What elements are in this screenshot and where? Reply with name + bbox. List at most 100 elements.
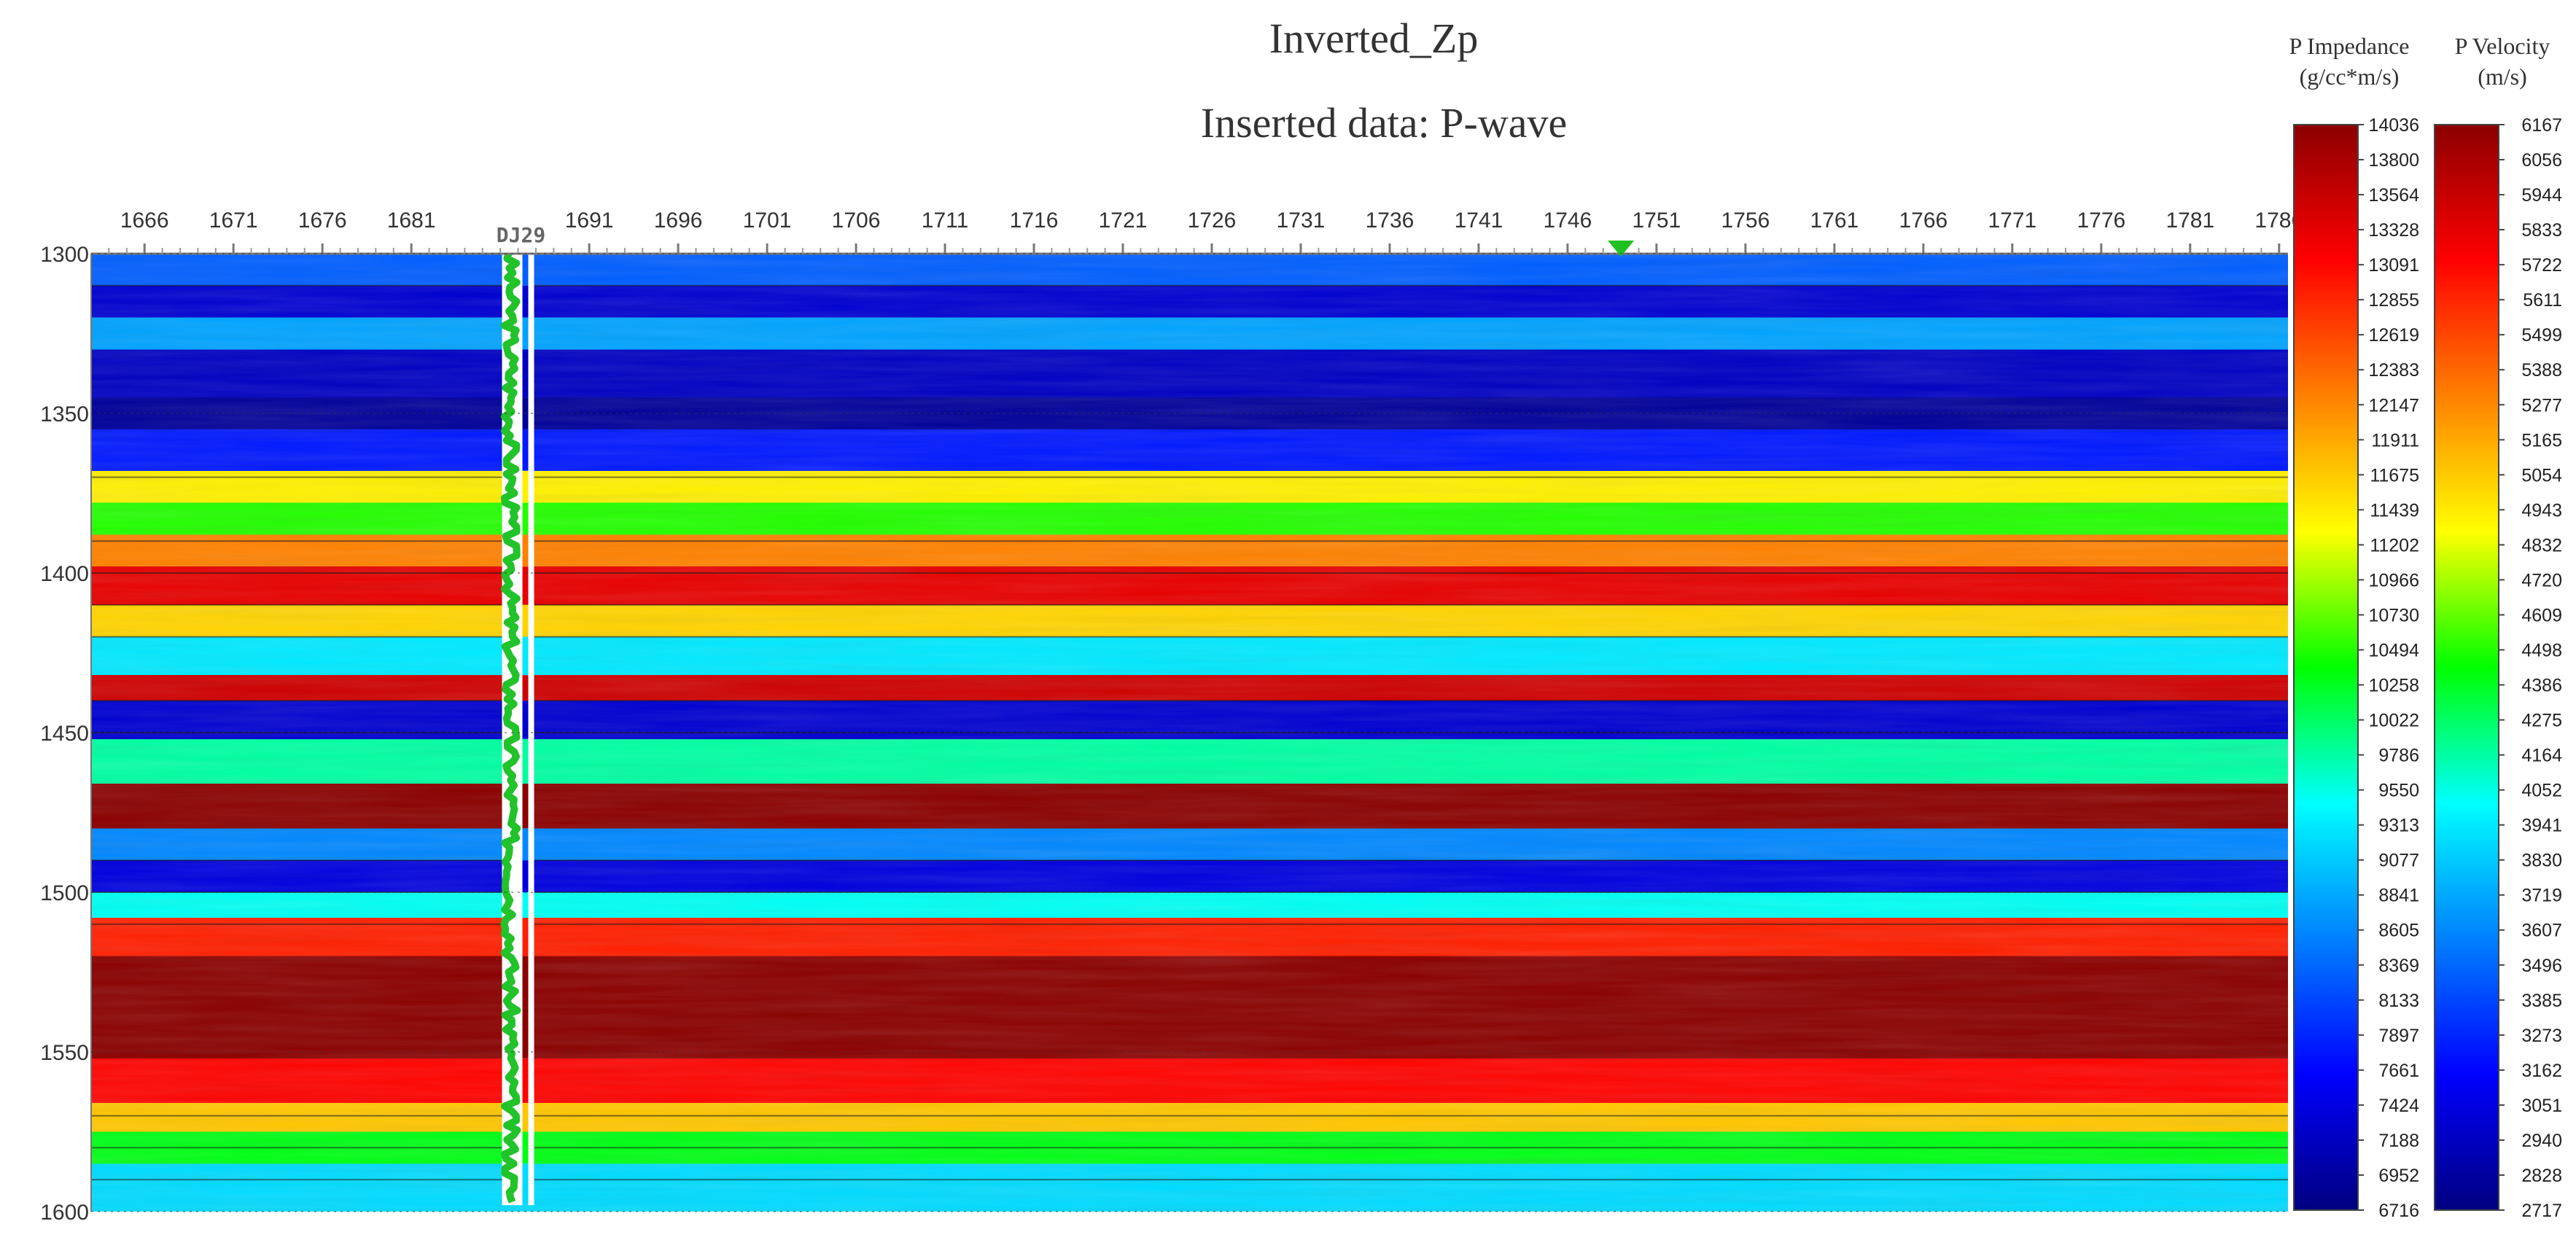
x-tick-label: 1671 <box>209 208 258 233</box>
y-tick-label: 1300 <box>40 243 89 267</box>
chart-subtitle: Inserted data: P-wave <box>1201 99 1567 147</box>
well-log-color-segment <box>522 1163 529 1206</box>
well-log-color-segment <box>522 892 529 919</box>
well-log-color-segment <box>522 604 529 637</box>
colorbar-label: 9550 <box>2378 781 2419 801</box>
colorbar-label: 12855 <box>2368 290 2419 311</box>
colorbar-label: 9313 <box>2378 816 2419 836</box>
well-log-color-segment <box>522 738 529 784</box>
x-tick-label: 1721 <box>1099 208 1148 233</box>
colorbar-label: 5611 <box>2523 290 2562 311</box>
colorbar-label: 8841 <box>2378 886 2419 906</box>
colorbar-label: 9077 <box>2378 851 2419 871</box>
colorbar-label: 4275 <box>2521 711 2562 731</box>
colorbar-ramp <box>2293 124 2359 1211</box>
colorbar-label: 14036 <box>2368 115 2419 136</box>
colorbar-label: 10022 <box>2368 711 2419 731</box>
colorbar-label: 5054 <box>2521 465 2562 485</box>
x-tick-label: 1696 <box>654 208 703 233</box>
y-tick-label: 1600 <box>40 1201 89 1225</box>
colorbar-label: 10730 <box>2368 605 2419 625</box>
x-tick-label: 1701 <box>743 208 792 233</box>
colorbar-label: 13800 <box>2368 150 2419 171</box>
colorbar-label: 12383 <box>2368 360 2419 381</box>
well-log-color-segment <box>522 317 529 350</box>
colorbar-label: 8133 <box>2378 991 2419 1011</box>
x-tick-label: 1726 <box>1188 208 1237 233</box>
well-log-color-segment <box>522 784 529 829</box>
well-log-color-segment <box>522 675 529 701</box>
well-log-color-segment <box>522 254 529 286</box>
x-tick-label: 1751 <box>1633 208 1681 233</box>
colorbar-label: 3941 <box>2521 816 2562 836</box>
horizon-lines <box>91 284 2288 1181</box>
colorbar-label: 10966 <box>2368 570 2419 590</box>
colorbar-label: 5833 <box>2521 220 2562 241</box>
colorbar-label: 10258 <box>2368 676 2419 696</box>
colorbar-label: 11675 <box>2370 465 2419 485</box>
x-tick-label: 1706 <box>832 208 881 233</box>
well-log-color-segment <box>522 956 529 1058</box>
well-log-color-segment <box>522 1131 529 1164</box>
x-tick-label: 1741 <box>1455 208 1503 233</box>
colorbar-label: 7897 <box>2378 1026 2419 1046</box>
x-tick-label: 1766 <box>1899 208 1947 233</box>
colorbar-title: P Impedance <box>2289 33 2410 59</box>
colorbar-label: 3607 <box>2521 921 2562 941</box>
colorbar-label: 3385 <box>2521 991 2562 1011</box>
colorbar-label: 6056 <box>2521 150 2562 171</box>
colorbar-label: 4832 <box>2521 535 2562 555</box>
x-tick-label: 1746 <box>1544 208 1592 233</box>
colorbar-label: 2717 <box>2521 1201 2562 1221</box>
colorbar-1: P Impedance (g/cc*m/s) 14036 13800 13564 1332… <box>2289 33 2420 1221</box>
y-axis: 1300 1350 1400 1450 1500 1550 1600 <box>40 243 2288 1225</box>
colorbar-label: 3496 <box>2521 956 2562 976</box>
colorbar-label: 4498 <box>2521 640 2562 660</box>
y-tick-label: 1500 <box>40 881 89 905</box>
well-log-color-segment <box>522 918 529 956</box>
colorbar-label: 3719 <box>2521 886 2562 906</box>
well-name-label: DJ29 <box>497 223 545 247</box>
colorbar-label: 4052 <box>2521 781 2562 801</box>
x-tick-label: 1776 <box>2077 208 2125 233</box>
x-tick-label: 1676 <box>298 208 347 233</box>
colorbar-label: 4164 <box>2521 746 2562 766</box>
well-log-color-segment <box>522 636 529 676</box>
colorbar-label: 5499 <box>2521 325 2562 346</box>
colorbar-label: 11911 <box>2371 430 2419 451</box>
x-axis: 1666 1671 1676 1681 1691 1696 1701 1706 1711 1716… <box>91 208 2303 257</box>
y-tick-label: 1350 <box>40 402 89 426</box>
colorbar-unit: (g/cc*m/s) <box>2300 63 2400 90</box>
well-log-color-segment <box>522 502 529 535</box>
x-tick-label: 1781 <box>2166 208 2214 233</box>
well-log-color-segment <box>522 349 529 398</box>
colorbar-label: 2940 <box>2521 1131 2562 1151</box>
colorbar-label: 13328 <box>2368 220 2419 241</box>
y-tick-label: 1450 <box>40 722 89 746</box>
colorbar-label: 3051 <box>2521 1096 2562 1116</box>
colorbar-label: 2828 <box>2521 1166 2562 1186</box>
well-log-color-segment <box>522 534 529 567</box>
colorbar-label: 4720 <box>2521 570 2562 590</box>
trace-marker-triangle <box>1608 241 1635 257</box>
colorbar-label: 3162 <box>2521 1061 2562 1081</box>
colorbar-label: 13564 <box>2368 185 2419 206</box>
well-log-color-segment <box>522 1058 529 1104</box>
colorbar-label: 5277 <box>2521 395 2562 416</box>
colorbar-label: 8605 <box>2378 921 2419 941</box>
x-tick-label: 1716 <box>1010 208 1059 233</box>
x-tick-label: 1691 <box>565 208 614 233</box>
colorbar-label: 5388 <box>2521 360 2562 381</box>
x-tick-label: 1666 <box>120 208 169 233</box>
colorbar-label: 5722 <box>2521 255 2562 276</box>
colorbars: P Impedance (g/cc*m/s) 14036 13800 13564 1332… <box>2289 33 2563 1221</box>
x-tick-label: 1756 <box>1721 208 1770 233</box>
plot-area: DJ29 <box>91 223 2288 1212</box>
colorbar-label: 3273 <box>2521 1026 2562 1046</box>
well-log-color-segment <box>522 285 529 318</box>
colorbar-label: 6716 <box>2378 1201 2419 1221</box>
x-tick-label: 1771 <box>1988 208 2036 233</box>
colorbar-label: 11439 <box>2370 500 2419 520</box>
colorbar-label: 5944 <box>2521 185 2562 206</box>
colorbar-label: 4386 <box>2521 676 2562 696</box>
